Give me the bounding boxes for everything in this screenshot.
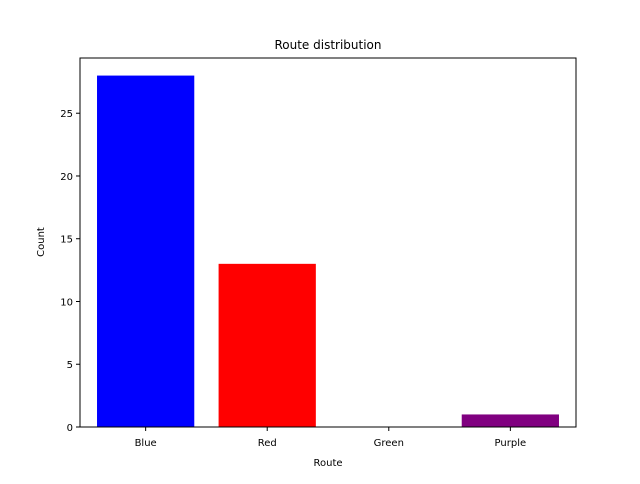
x-tick-label-red: Red [258, 438, 277, 449]
y-tick-label-0: 0 [67, 423, 73, 434]
plot-frame [79, 57, 577, 428]
x-tick-label-green: Green [374, 438, 404, 449]
x-tick-label-purple: Purple [495, 438, 527, 449]
y-axis-label: Count [36, 227, 47, 257]
y-axis: 0 5 10 15 20 25 [60, 109, 80, 434]
y-tick-label-25: 25 [60, 109, 73, 120]
y-tick-label-5: 5 [67, 360, 73, 371]
bar-purple [461, 414, 559, 427]
y-tick-label-15: 15 [60, 235, 73, 246]
x-tick-label-blue: Blue [135, 438, 157, 449]
y-tick-label-20: 20 [60, 172, 73, 183]
x-axis-label: Route [313, 458, 342, 469]
x-axis: Blue Red Green Purple [135, 427, 527, 449]
bars-group [97, 75, 559, 428]
chart-title: Route distribution [274, 38, 381, 52]
y-tick-label-10: 10 [60, 297, 73, 308]
bar-blue [97, 75, 195, 428]
bar-red [218, 263, 316, 427]
